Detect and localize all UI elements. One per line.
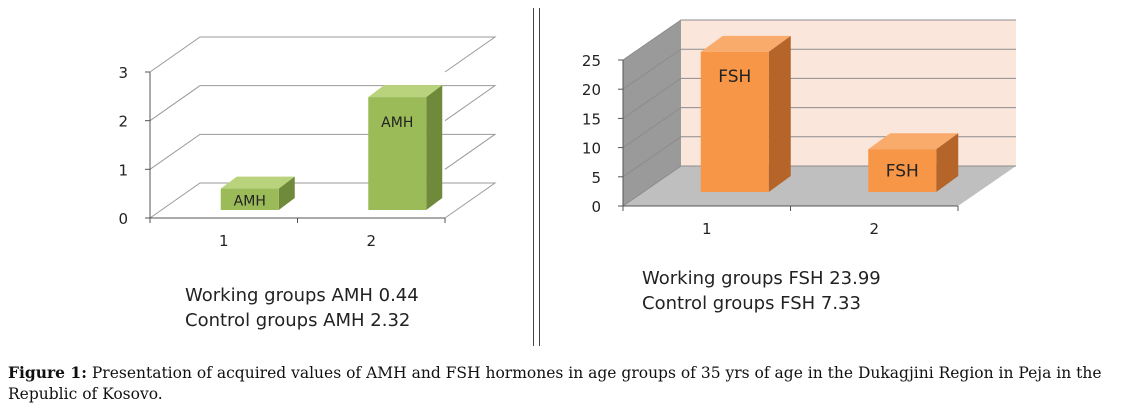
chart-side-wall [623,20,681,206]
ytick-label-4: 20 [582,81,601,99]
xtick-label-0: 1 [702,220,712,238]
gridline-2 [622,107,1016,149]
bar-1 [368,85,443,210]
bar-label-0: FSH [718,67,751,87]
ytick-label-3: 3 [118,64,128,82]
figure-caption: Figure 1: Presentation of acquired value… [8,362,1120,405]
chart-divider-right [539,8,540,346]
ytick-label-1: 1 [118,161,128,179]
bar-top-1 [368,85,443,98]
figure-caption-text: Presentation of acquired values of AMH a… [8,364,1102,403]
ytick-label-3: 15 [582,110,601,128]
bar-side-1 [426,85,443,210]
chart-divider-left [533,8,534,346]
gridline-3 [149,36,497,73]
amh-control-stat: Control groups AMH 2.32 [185,310,411,331]
bar-top-0 [220,176,295,189]
bar-top-0 [700,35,791,52]
xtick-label-1: 2 [869,220,879,238]
xtick-label-1: 2 [366,232,376,250]
bar-0 [700,35,791,192]
ytick-label-0: 0 [591,198,601,216]
bar-front-1 [868,149,937,192]
bar-front-0 [700,51,769,192]
bar-front-0 [220,188,279,210]
gridline-5 [622,19,1016,61]
bar-label-0: AMH [234,193,266,209]
xtick-label-0: 1 [219,232,229,250]
bar-0 [220,176,295,210]
ytick-label-5: 25 [582,52,601,70]
amh-chart: 0 1 2 3 1 AMH 2 AMH [118,36,497,250]
gridline-1 [149,133,497,170]
bar-label-1: FSH [886,162,919,182]
gridline-3 [622,77,1016,119]
bar-1 [868,133,959,192]
bar-side-0 [768,35,791,192]
ytick-label-2: 2 [118,113,128,131]
fsh-chart: 0 5 10 15 20 25 1 FSH 2 FSH [582,19,1016,238]
amh-working-stat: Working groups AMH 0.44 [185,285,419,306]
bar-front-1 [368,97,427,210]
amh-stats: Working groups AMH 0.44 Control groups A… [185,283,419,333]
ytick-label-1: 5 [591,169,601,187]
bar-label-1: AMH [381,115,413,131]
fsh-control-stat: Control groups FSH 7.33 [642,293,861,314]
bar-side-1 [936,133,959,192]
ytick-label-0: 0 [118,210,128,228]
bar-side-0 [278,176,295,210]
fsh-stats: Working groups FSH 23.99 Control groups … [642,266,881,316]
fsh-working-stat: Working groups FSH 23.99 [642,268,881,289]
bar-top-1 [868,133,959,150]
figure-label: Figure 1: [8,363,87,382]
gridline-0 [149,182,497,219]
ytick-label-2: 10 [582,140,601,158]
gridline-2 [149,85,497,122]
gridline-4 [622,48,1016,90]
